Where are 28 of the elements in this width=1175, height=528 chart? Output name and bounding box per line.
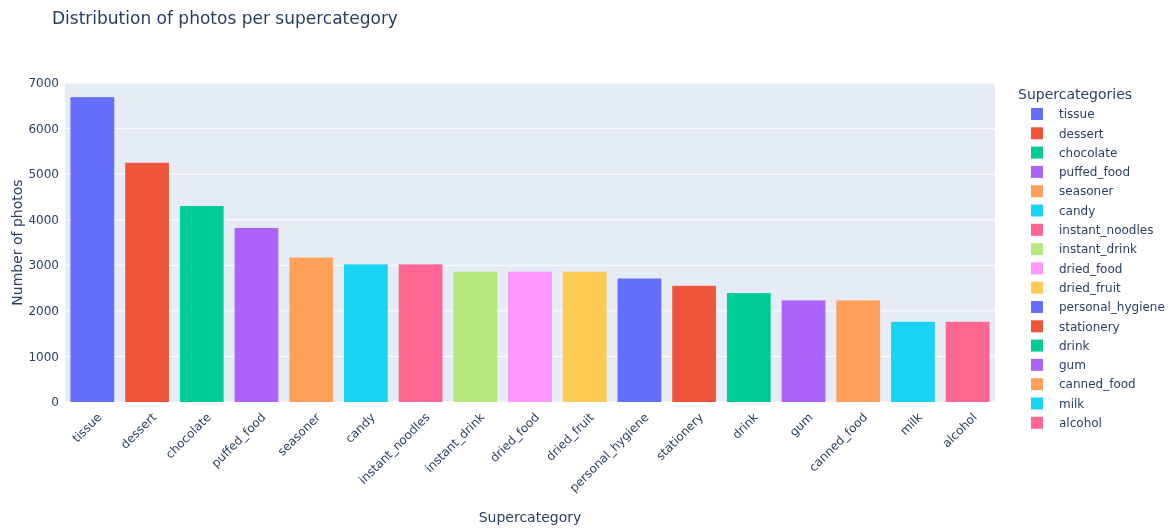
legend-label: gum: [1059, 358, 1086, 373]
y-tick-label: 0: [51, 395, 59, 410]
chart-title: Distribution of photos per supercategory: [52, 8, 398, 28]
y-tick-label: 7000: [28, 76, 59, 91]
y-tick-label: 3000: [28, 258, 59, 273]
legend-label: canned_food: [1059, 377, 1136, 392]
legend-label: candy: [1059, 203, 1096, 218]
legend-label: stationery: [1059, 319, 1120, 334]
x-axis-title: Supercategory: [478, 509, 582, 525]
legend-label: dried_fruit: [1059, 280, 1121, 295]
legend-label: dried_food: [1059, 261, 1123, 276]
legend-label: personal_hygiene: [1059, 300, 1165, 315]
legend-label: instant_noodles: [1059, 223, 1154, 237]
legend-label: drink: [1059, 338, 1090, 353]
legend-label: tissue: [1059, 107, 1095, 122]
legend-label: instant_drink: [1059, 242, 1138, 257]
legend-label: milk: [1059, 396, 1085, 411]
legend-label: chocolate: [1059, 145, 1118, 160]
legend-label: dessert: [1059, 126, 1104, 141]
legend-title: Supercategories: [1018, 86, 1133, 102]
y-axis-title: Number of photos: [9, 179, 25, 306]
legend-label: seasoner: [1059, 184, 1114, 199]
legend-label: puffed_food: [1059, 165, 1131, 180]
y-tick-label: 5000: [28, 167, 59, 182]
y-tick-label: 4000: [28, 212, 59, 227]
y-tick-label: 1000: [28, 349, 59, 364]
y-tick-label: 2000: [28, 304, 59, 319]
y-tick-label: 6000: [28, 121, 59, 136]
